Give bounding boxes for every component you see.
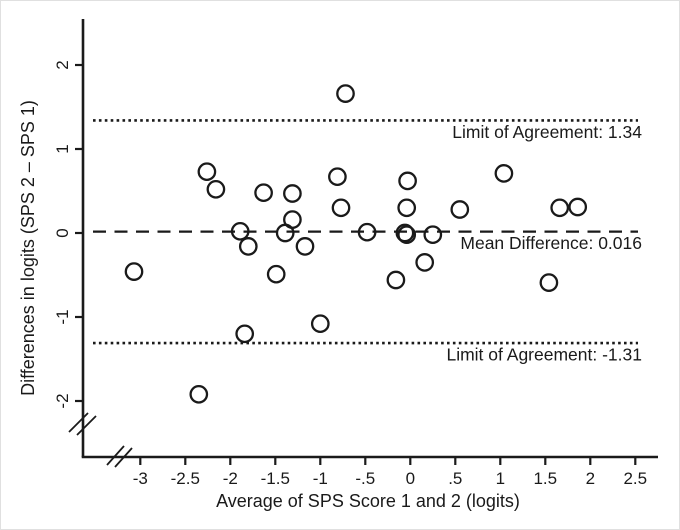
y-tick-label: 0 (53, 228, 72, 237)
data-point (310, 314, 330, 334)
x-tick-label: -3 (133, 469, 148, 488)
data-point (197, 162, 217, 182)
data-point (357, 222, 377, 242)
x-tick-label: -.5 (355, 469, 375, 488)
data-point (189, 384, 209, 404)
y-axis-title: Differences in logits (SPS 2 – SPS 1) (18, 100, 38, 396)
x-tick-label: -1.5 (261, 469, 290, 488)
data-point (494, 164, 514, 183)
upper-loa-label: Limit of Agreement: 1.34 (452, 122, 642, 142)
data-point (254, 183, 273, 203)
data-point (550, 198, 570, 218)
data-point (397, 225, 417, 245)
data-point (415, 253, 435, 272)
lower-loa-label: Limit of Agreement: -1.31 (446, 345, 642, 365)
x-axis-title: Average of SPS Score 1 and 2 (logits) (216, 491, 520, 511)
data-point (124, 262, 144, 281)
x-tick-label: 1 (496, 469, 505, 488)
x-tick-label: -2.5 (171, 469, 200, 488)
data-point (206, 179, 226, 199)
y-tick-label: -2 (53, 393, 72, 408)
x-tick-label: 2 (586, 469, 595, 488)
data-point (386, 270, 406, 290)
x-tick-label: -1 (313, 469, 328, 488)
y-tick-label: 2 (53, 60, 72, 69)
data-point (539, 273, 559, 292)
data-point (295, 237, 315, 256)
x-tick-label: .5 (448, 469, 462, 488)
data-point (397, 198, 417, 218)
x-axis-break-icon (106, 445, 125, 466)
mean-label: Mean Difference: 0.016 (460, 233, 642, 253)
data-point (235, 324, 255, 344)
data-point (331, 198, 351, 218)
x-tick-label: -2 (223, 469, 238, 488)
y-tick-label: 1 (53, 144, 72, 153)
data-point (266, 264, 286, 284)
y-axis-break-icon (68, 412, 89, 433)
data-point (398, 171, 417, 191)
data-point (283, 184, 302, 203)
x-tick-label: 2.5 (623, 469, 647, 488)
x-tick-label: 0 (406, 469, 415, 488)
data-point (230, 221, 250, 241)
data-point (336, 84, 355, 103)
x-tick-label: 1.5 (533, 469, 557, 488)
data-point (423, 225, 443, 245)
data-point (238, 237, 258, 256)
data-point (395, 223, 415, 243)
x-axis-break-icon (114, 447, 133, 468)
y-axis-break-icon (76, 415, 97, 436)
data-point (283, 210, 302, 229)
data-point (328, 167, 347, 187)
y-tick-label: -1 (53, 309, 72, 324)
data-point (450, 200, 470, 219)
data-point (568, 197, 588, 217)
